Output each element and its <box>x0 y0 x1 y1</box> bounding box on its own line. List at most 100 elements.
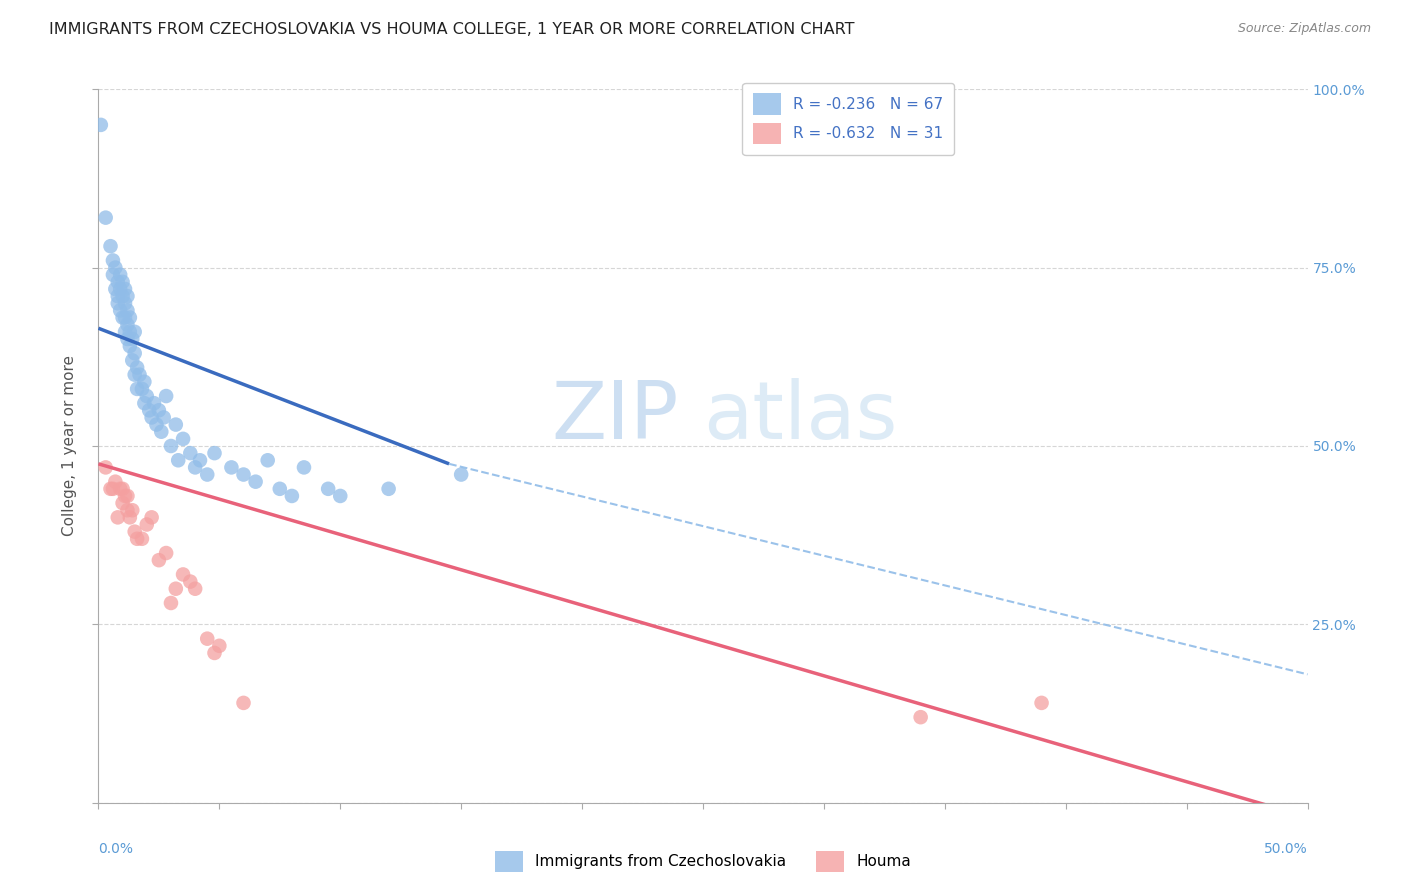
Point <box>377 482 399 496</box>
Point <box>118 510 141 524</box>
Point <box>117 289 139 303</box>
Point <box>111 496 134 510</box>
Point <box>160 596 183 610</box>
Point <box>179 574 201 589</box>
Point <box>127 532 149 546</box>
Point <box>152 410 174 425</box>
Point <box>160 439 183 453</box>
Point <box>101 253 124 268</box>
Point <box>127 360 149 375</box>
Point <box>167 453 190 467</box>
Point <box>256 453 278 467</box>
Point <box>155 389 177 403</box>
Point <box>121 353 143 368</box>
Point <box>117 489 139 503</box>
Point <box>165 417 187 432</box>
Point <box>111 289 134 303</box>
Point <box>107 296 129 310</box>
Point <box>117 318 139 332</box>
Point <box>208 639 231 653</box>
Point <box>450 467 472 482</box>
Text: 0.0%: 0.0% <box>98 842 134 856</box>
Point <box>172 432 194 446</box>
Point <box>131 532 153 546</box>
Point <box>117 303 139 318</box>
Point <box>165 582 187 596</box>
Point <box>329 489 352 503</box>
Point <box>94 211 117 225</box>
Point <box>124 524 146 539</box>
Point <box>121 503 143 517</box>
Point <box>143 396 166 410</box>
Point <box>118 325 141 339</box>
Point <box>107 510 129 524</box>
Text: atlas: atlas <box>703 378 897 457</box>
Point <box>172 567 194 582</box>
Point <box>179 446 201 460</box>
Point <box>100 239 122 253</box>
Point <box>245 475 267 489</box>
Point <box>232 467 254 482</box>
Point <box>114 310 136 325</box>
Point <box>107 275 129 289</box>
Point <box>121 332 143 346</box>
Text: 50.0%: 50.0% <box>1264 842 1308 856</box>
Point <box>232 696 254 710</box>
Point <box>269 482 291 496</box>
Legend: R = -0.236   N = 67, R = -0.632   N = 31: R = -0.236 N = 67, R = -0.632 N = 31 <box>742 83 953 155</box>
Point <box>101 482 124 496</box>
Point <box>138 403 160 417</box>
Y-axis label: College, 1 year or more: College, 1 year or more <box>62 356 77 536</box>
Point <box>111 275 134 289</box>
Point <box>104 282 127 296</box>
Point <box>195 467 218 482</box>
Point <box>150 425 173 439</box>
Point <box>135 389 157 403</box>
Point <box>127 382 149 396</box>
Point <box>100 482 122 496</box>
Point <box>111 482 134 496</box>
Point <box>117 332 139 346</box>
Point <box>94 460 117 475</box>
Point <box>114 489 136 503</box>
Point <box>118 339 141 353</box>
Point <box>184 582 207 596</box>
Point <box>124 368 146 382</box>
Point <box>135 517 157 532</box>
Point <box>114 296 136 310</box>
Point <box>107 289 129 303</box>
Point <box>117 503 139 517</box>
Point <box>108 303 131 318</box>
Point <box>316 482 339 496</box>
Point <box>145 417 167 432</box>
Point <box>101 268 124 282</box>
Point <box>90 118 112 132</box>
Point <box>108 482 131 496</box>
Point <box>148 403 170 417</box>
Point <box>114 282 136 296</box>
Point <box>184 460 207 475</box>
Legend: Immigrants from Czechoslovakia, Houma: Immigrants from Czechoslovakia, Houma <box>488 843 918 880</box>
Point <box>104 260 127 275</box>
Point <box>195 632 218 646</box>
Point <box>124 346 146 360</box>
Point <box>134 375 156 389</box>
Point <box>221 460 243 475</box>
Point <box>114 325 136 339</box>
Point <box>141 510 163 524</box>
Point <box>108 268 131 282</box>
Point <box>204 446 226 460</box>
Text: ZIP: ZIP <box>551 378 679 457</box>
Point <box>141 410 163 425</box>
Text: IMMIGRANTS FROM CZECHOSLOVAKIA VS HOUMA COLLEGE, 1 YEAR OR MORE CORRELATION CHAR: IMMIGRANTS FROM CZECHOSLOVAKIA VS HOUMA … <box>49 22 855 37</box>
Point <box>204 646 226 660</box>
Point <box>118 310 141 325</box>
Point <box>104 475 127 489</box>
Point <box>292 460 315 475</box>
Text: Source: ZipAtlas.com: Source: ZipAtlas.com <box>1237 22 1371 36</box>
Point <box>131 382 153 396</box>
Point <box>1031 696 1053 710</box>
Point <box>134 396 156 410</box>
Point <box>124 325 146 339</box>
Point <box>111 310 134 325</box>
